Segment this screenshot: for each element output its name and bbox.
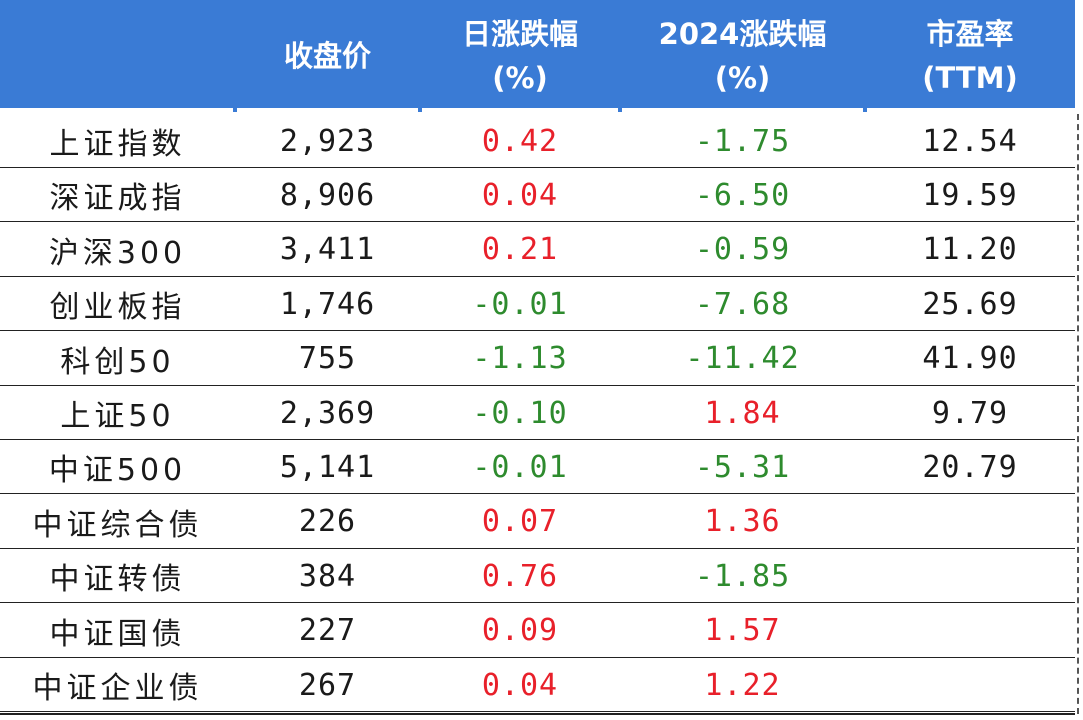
cell-day: 0.04 [481, 177, 559, 213]
cell-close: 1,746 [279, 286, 376, 322]
cell-pe: 25.69 [922, 286, 1018, 322]
cell-ytd: -11.42 [685, 341, 800, 377]
table-row: 创业板指 1,746 -0.01 -7.68 25.69 [0, 277, 1075, 332]
cell-day: 0.04 [481, 667, 559, 703]
cell-ytd: -1.75 [694, 123, 791, 159]
cell-close: 384 [298, 558, 357, 594]
cell-pe: 41.90 [922, 341, 1018, 377]
cell-pe: 19.59 [922, 177, 1018, 213]
cell-day: 0.42 [481, 123, 559, 159]
cell-name: 中证企业债 [32, 671, 203, 706]
cell-pe [865, 495, 1075, 549]
row-divider [0, 602, 1075, 604]
dashed-border [1077, 114, 1079, 714]
cell-day: 0.09 [481, 613, 559, 649]
header-ytd-change: 2024涨跌幅 (%) [658, 17, 827, 95]
cell-name: 中证转债 [49, 562, 186, 598]
row-divider [0, 167, 1075, 168]
cell-day: 0.21 [481, 232, 559, 268]
cell-day: -0.01 [472, 286, 568, 322]
row-divider [0, 547, 1075, 549]
header-close: 收盘价 [283, 39, 371, 73]
cell-ytd: -6.50 [694, 177, 791, 213]
cell-day: -0.01 [472, 449, 568, 485]
cell-name: 中证综合债 [32, 507, 203, 543]
cell-close: 226 [298, 504, 357, 540]
table-row: 深证成指 8,906 0.04 -6.50 19.59 [0, 168, 1075, 223]
header-name [0, 0, 235, 112]
row-divider [0, 221, 1075, 223]
cell-pe: 9.79 [931, 395, 1009, 431]
row-divider [0, 275, 1075, 277]
table-row: 中证综合债 226 0.07 1.36 [0, 495, 1075, 549]
cell-ytd: 1.22 [704, 667, 781, 703]
cell-name: 深证成指 [49, 181, 186, 217]
cell-ytd: -0.59 [694, 232, 791, 268]
cell-ytd: -1.85 [694, 558, 791, 594]
cell-day: -1.13 [472, 341, 568, 377]
cell-close: 8,906 [279, 177, 376, 213]
header-pe: 市盈率 (TTM) [922, 17, 1018, 95]
cell-name: 上证50 [60, 399, 175, 434]
cell-day: -0.10 [472, 395, 568, 431]
row-divider [0, 330, 1075, 332]
cell-name: 科创50 [60, 344, 175, 380]
table-row: 上证50 2,369 -0.10 1.84 9.79 [0, 386, 1075, 440]
row-divider [0, 656, 1075, 658]
cell-name: 沪深300 [48, 235, 187, 271]
row-divider [0, 384, 1075, 386]
cell-ytd: 1.84 [704, 395, 781, 431]
table-row: 科创50 755 -1.13 -11.42 41.90 [0, 332, 1075, 386]
cell-close: 227 [298, 613, 357, 649]
cell-close: 267 [298, 667, 357, 703]
cell-pe: 12.54 [922, 123, 1018, 159]
cell-name: 创业板指 [49, 290, 186, 326]
cell-close: 2,369 [279, 395, 376, 431]
table-bottom-border [0, 713, 1075, 715]
cell-pe: 11.20 [922, 232, 1018, 268]
row-divider [0, 711, 1075, 712]
cell-ytd: -7.68 [694, 286, 791, 322]
cell-day: 0.76 [481, 558, 559, 594]
cell-name: 中证国债 [49, 616, 186, 652]
cell-day: 0.07 [481, 504, 559, 540]
table-row: 中证500 5,141 -0.01 -5.31 20.79 [0, 440, 1075, 495]
cell-pe [865, 658, 1075, 712]
cell-close: 5,141 [279, 449, 376, 485]
table-row: 沪深300 3,411 0.21 -0.59 11.20 [0, 223, 1075, 277]
cell-pe [865, 549, 1075, 603]
row-divider [0, 439, 1075, 440]
table-row: 中证国债 227 0.09 1.57 [0, 604, 1075, 658]
table-row: 中证转债 384 0.76 -1.85 [0, 549, 1075, 604]
table-row: 中证企业债 267 0.04 1.22 [0, 658, 1075, 712]
cell-pe: 20.79 [922, 449, 1018, 485]
header-day-change: 日涨跌幅 (%) [461, 17, 578, 95]
cell-name: 中证500 [48, 453, 187, 489]
cell-ytd: 1.36 [704, 504, 781, 540]
cell-pe [865, 604, 1075, 658]
table-row: 上证指数 2,923 0.42 -1.75 12.54 [0, 114, 1075, 168]
cell-close: 755 [298, 341, 357, 377]
row-divider [0, 493, 1075, 495]
table-header: 收盘价 日涨跌幅 (%) 2024涨跌幅 (%) 市盈率 (TTM) [0, 0, 1075, 112]
cell-name: 上证指数 [49, 127, 186, 162]
cell-ytd: -5.31 [694, 449, 791, 485]
cell-close: 2,923 [279, 123, 376, 159]
cell-close: 3,411 [279, 232, 376, 268]
cell-ytd: 1.57 [704, 613, 781, 649]
